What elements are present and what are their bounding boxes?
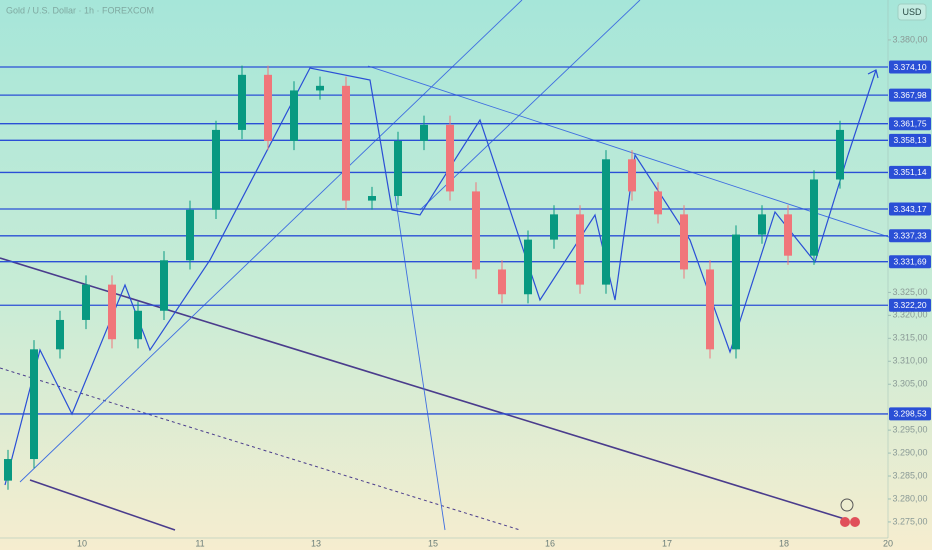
price-axis: 3.380,00 3.325,00 3.320,00 3.315,00 3.310,00… (77, 34, 931, 548)
candle-body (264, 74, 272, 141)
level-tag (889, 298, 931, 312)
candle-body (680, 214, 688, 270)
currency-label[interactable]: USD (902, 7, 922, 17)
candle-body (706, 269, 714, 350)
candle-body (186, 209, 194, 261)
level-label: 3.358,13 (893, 135, 926, 145)
alert-icon (840, 498, 854, 512)
level-label: 3.298,53 (893, 409, 926, 419)
level-label: 3.351,14 (893, 167, 926, 177)
arrow-head (867, 69, 879, 79)
candle-body (290, 90, 298, 141)
level-tag (889, 133, 931, 147)
y-tick-label: 3.380,00 (892, 34, 927, 44)
level-tag (889, 165, 931, 179)
candle-body (316, 85, 324, 91)
y-tick-label: 3.290,00 (892, 447, 927, 457)
level-tag (889, 88, 931, 102)
candle-body (30, 349, 38, 460)
candle-body (810, 179, 818, 256)
level-label: 3.322,20 (893, 300, 926, 310)
y-tick-label: 3.285,00 (892, 470, 927, 480)
level-tag (889, 255, 931, 269)
candle-body (758, 214, 766, 235)
candle-body (472, 191, 480, 270)
x-tick-label: 11 (195, 538, 204, 548)
candle-body (628, 159, 636, 192)
level-label: 3.343,17 (893, 204, 926, 214)
level-label: 3.361,75 (893, 118, 926, 128)
level-tag (889, 229, 931, 243)
candle-body (576, 214, 584, 285)
x-tick-label: 13 (311, 538, 321, 548)
candle-body (784, 214, 792, 256)
candle-body (446, 124, 454, 192)
y-tick-label: 3.325,00 (892, 287, 927, 297)
y-tick-label: 3.315,00 (892, 333, 927, 343)
level-label: 3.367,98 (893, 90, 926, 100)
level-label: 3.331,69 (893, 256, 926, 266)
candle-body (82, 284, 90, 320)
y-tick-label: 3.310,00 (892, 356, 927, 366)
candle-body (212, 129, 220, 210)
y-tick-label: 3.280,00 (892, 493, 927, 503)
channel-line (29, 479, 176, 531)
candle-body (56, 319, 64, 350)
candle-body (420, 124, 428, 141)
candle-body (654, 191, 662, 215)
levels (0, 66, 888, 415)
x-tick-label: 18 (779, 538, 789, 548)
y-tick-label: 3.295,00 (892, 424, 927, 434)
y-tick-label: 3.305,00 (892, 379, 927, 389)
level-label: 3.374,10 (893, 62, 926, 72)
level-tag (889, 60, 931, 74)
y-tick-label: 3.320,00 (892, 310, 927, 320)
channel-mid (0, 367, 521, 531)
x-tick-label: 17 (662, 538, 672, 548)
level-tag (889, 202, 931, 216)
event-icon (840, 517, 850, 527)
candle-body (394, 140, 402, 197)
symbol-title: Gold / U.S. Dollar · 1h · FOREXCOM (6, 5, 154, 15)
trend-line (419, 0, 641, 211)
level-tag (889, 407, 931, 421)
x-tick-label: 20 (883, 538, 893, 548)
trend-line (394, 194, 446, 531)
indicator-icons (840, 498, 860, 527)
candle-body (602, 159, 610, 285)
candle-body (498, 269, 506, 295)
candle-body (342, 85, 350, 201)
candles (4, 65, 844, 490)
candle-body (732, 234, 740, 350)
candle-body (524, 239, 532, 295)
x-tick-label: 10 (77, 538, 87, 548)
candle-body (4, 459, 12, 481)
currency-button[interactable] (897, 3, 927, 21)
y-tick-label: 3.275,00 (892, 516, 927, 526)
event-icon (850, 517, 860, 527)
candle-body (108, 284, 116, 340)
x-tick-label: 15 (428, 538, 438, 548)
candle-body (160, 260, 168, 311)
level-label: 3.337,33 (893, 231, 926, 241)
candle-body (134, 310, 142, 340)
candle-body (238, 74, 246, 130)
candle-body (368, 196, 376, 201)
level-tag (889, 117, 931, 131)
candle-body (550, 214, 558, 240)
trend-line (19, 0, 523, 483)
x-tick-label: 16 (545, 538, 555, 548)
candle-body (836, 129, 844, 180)
